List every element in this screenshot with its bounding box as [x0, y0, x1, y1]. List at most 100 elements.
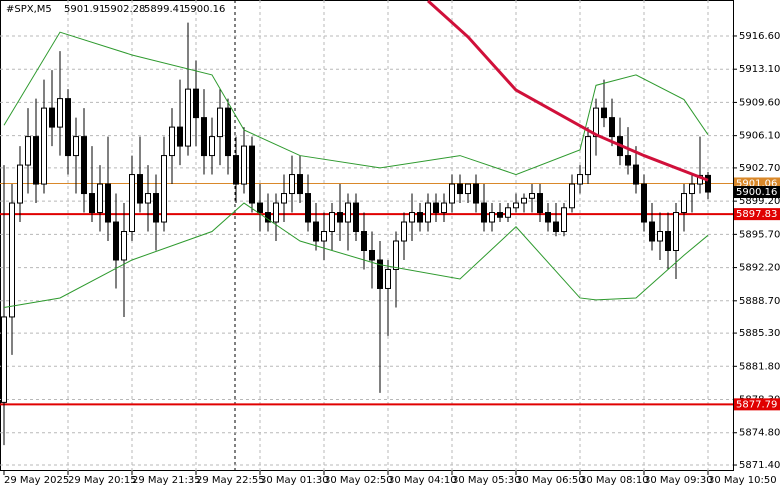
- high-value: 5902.28: [104, 4, 145, 15]
- candle-body: [425, 202, 431, 223]
- y-tick-label: 5885.30: [739, 328, 780, 339]
- candle-body: [641, 183, 647, 223]
- candle-body: [385, 268, 391, 289]
- indicator-line: [3, 31, 709, 176]
- candle-body: [521, 197, 527, 204]
- candle-body: [321, 231, 327, 242]
- candle-body: [177, 126, 183, 147]
- candle-body: [289, 174, 295, 195]
- x-tick-label: 30 May 01:30: [260, 475, 329, 486]
- candle-body: [25, 136, 31, 166]
- x-tick-label: 29 May 2025: [4, 475, 69, 486]
- header: #SPX,M5 5901.91 5902.28 5899.41 5900.16: [6, 4, 225, 15]
- candle-body: [345, 202, 351, 223]
- candle-body: [329, 212, 335, 233]
- price-level-tag: [734, 398, 780, 411]
- candle-body: [257, 202, 263, 214]
- x-tick-label: 30 May 10:50: [708, 475, 777, 486]
- candle-body: [281, 193, 287, 204]
- x-tick-label: 29 May 20:15: [68, 475, 137, 486]
- y-tick-label: 5871.40: [739, 460, 780, 471]
- y-tick-label: 5888.70: [739, 296, 780, 307]
- candle-body: [353, 202, 359, 233]
- candle-body: [689, 183, 695, 195]
- candle-body: [297, 174, 303, 195]
- candle-body: [161, 155, 167, 223]
- candle-body: [273, 202, 279, 223]
- candle-body: [529, 193, 535, 199]
- candle-body: [441, 202, 447, 214]
- candle-body: [705, 174, 711, 193]
- candle-body: [585, 136, 591, 176]
- candle-body: [249, 145, 255, 204]
- x-tick-label: 30 May 08:10: [580, 475, 649, 486]
- candle-body: [577, 174, 583, 185]
- candle-body: [601, 107, 607, 119]
- candle-body: [673, 212, 679, 251]
- candle-body: [393, 240, 399, 270]
- candle-body: [121, 231, 127, 261]
- candle-body: [337, 212, 343, 223]
- x-tick-label: 29 May 21:35: [132, 475, 201, 486]
- candle-body: [537, 193, 543, 214]
- y-tick-label: 5916.60: [739, 31, 780, 42]
- candle-body: [241, 145, 247, 185]
- candle-body: [81, 136, 87, 195]
- current-price-tag: [734, 186, 780, 199]
- candle-body: [409, 212, 415, 223]
- x-tick-label: 29 May 22:55: [196, 475, 265, 486]
- candle-body: [41, 107, 47, 185]
- candle-body: [137, 174, 143, 204]
- candle-body: [649, 221, 655, 242]
- candle-body: [105, 183, 111, 223]
- y-tick-label: 5913.10: [739, 64, 780, 75]
- candle-body: [489, 212, 495, 223]
- candle-body: [57, 98, 63, 128]
- symbol: #SPX,M5: [6, 4, 52, 15]
- candle-body: [401, 221, 407, 242]
- candle-body: [665, 231, 671, 251]
- candle-body: [73, 136, 79, 157]
- y-tick-label: 5899.20: [739, 196, 780, 207]
- candle-body: [513, 202, 519, 209]
- price-level-label: 5901.06: [736, 178, 777, 189]
- candle-body: [545, 212, 551, 223]
- candle-body: [209, 136, 215, 157]
- candle-body: [89, 193, 95, 214]
- y-tick-label: 5895.70: [739, 229, 780, 240]
- candle-body: [593, 107, 599, 138]
- candle-body: [561, 207, 567, 233]
- candle-body: [129, 174, 135, 233]
- candle-body: [609, 117, 615, 138]
- candle-body: [193, 88, 199, 119]
- candle-body: [657, 231, 663, 242]
- candle-body: [97, 183, 103, 214]
- candle-body: [497, 212, 503, 218]
- candle-body: [113, 221, 119, 261]
- candle-body: [33, 136, 39, 185]
- candle-body: [633, 164, 639, 185]
- y-tick-label: 5909.60: [739, 97, 780, 108]
- open-value: 5901.91: [64, 4, 105, 15]
- candle-body: [153, 193, 159, 223]
- candle-body: [49, 107, 55, 128]
- x-tick-label: 30 May 09:30: [644, 475, 713, 486]
- candle-body: [553, 221, 559, 233]
- candle-body: [369, 249, 375, 261]
- candle-body: [457, 183, 463, 195]
- candle-body: [233, 155, 239, 185]
- candle-body: [9, 202, 15, 318]
- candle-body: [313, 221, 319, 242]
- y-tick-label: 5902.70: [739, 163, 780, 174]
- y-tick-label: 5874.80: [739, 428, 780, 439]
- price-level-label: 5897.83: [736, 209, 777, 220]
- candle-body: [17, 164, 23, 204]
- candle-body: [433, 202, 439, 214]
- x-tick-label: 30 May 05:30: [452, 475, 521, 486]
- candle-body: [569, 183, 575, 209]
- price-level-label: 5877.79: [736, 399, 777, 410]
- candle-body: [505, 207, 511, 218]
- price-level-tag: [734, 208, 780, 221]
- candle-body: [201, 117, 207, 157]
